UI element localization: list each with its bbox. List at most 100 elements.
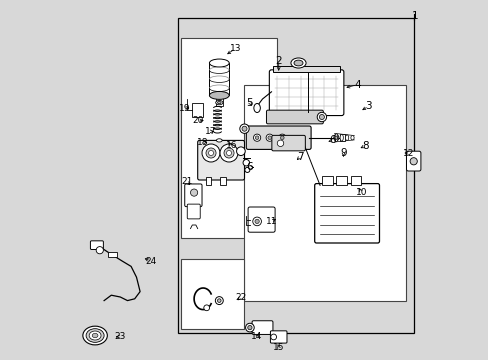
- Bar: [181, 259, 244, 329]
- Circle shape: [243, 159, 249, 166]
- Text: 6: 6: [246, 162, 253, 172]
- Text: 23: 23: [114, 332, 126, 341]
- Bar: [192, 103, 203, 117]
- Text: 7: 7: [296, 152, 303, 162]
- Circle shape: [247, 325, 251, 330]
- Text: 15: 15: [272, 343, 284, 352]
- Circle shape: [277, 140, 283, 147]
- Text: 6: 6: [329, 135, 335, 145]
- Ellipse shape: [215, 100, 223, 105]
- FancyBboxPatch shape: [271, 135, 305, 151]
- Text: 11: 11: [265, 217, 277, 226]
- FancyBboxPatch shape: [247, 207, 275, 232]
- Circle shape: [409, 158, 416, 165]
- Ellipse shape: [253, 104, 260, 112]
- Circle shape: [319, 114, 324, 120]
- Text: 9: 9: [340, 148, 346, 158]
- Text: 13: 13: [229, 44, 241, 53]
- FancyBboxPatch shape: [270, 331, 286, 343]
- Text: 22: 22: [235, 292, 246, 302]
- Text: 21: 21: [181, 177, 192, 186]
- Bar: [220, 177, 225, 185]
- Circle shape: [242, 126, 246, 131]
- Circle shape: [220, 144, 238, 162]
- Circle shape: [255, 136, 258, 140]
- Circle shape: [267, 136, 271, 140]
- Circle shape: [208, 150, 213, 156]
- FancyBboxPatch shape: [406, 151, 420, 171]
- Circle shape: [244, 167, 249, 172]
- Ellipse shape: [92, 333, 98, 338]
- Bar: [350, 176, 361, 185]
- FancyBboxPatch shape: [269, 70, 343, 116]
- Text: 8: 8: [361, 141, 367, 151]
- Circle shape: [254, 219, 259, 224]
- Bar: [321, 176, 332, 185]
- FancyBboxPatch shape: [90, 241, 103, 249]
- Circle shape: [205, 148, 216, 158]
- Text: 18: 18: [197, 138, 208, 147]
- Circle shape: [278, 134, 285, 141]
- Ellipse shape: [89, 331, 101, 340]
- Ellipse shape: [334, 136, 337, 139]
- FancyBboxPatch shape: [184, 184, 202, 207]
- Bar: [181, 38, 276, 238]
- Circle shape: [226, 150, 231, 156]
- FancyBboxPatch shape: [251, 321, 272, 334]
- Circle shape: [253, 134, 260, 141]
- Bar: [209, 63, 229, 95]
- Circle shape: [265, 134, 273, 141]
- Ellipse shape: [217, 102, 221, 104]
- Text: 17: 17: [204, 127, 216, 136]
- Circle shape: [217, 299, 221, 302]
- Circle shape: [236, 147, 244, 156]
- Ellipse shape: [345, 135, 348, 140]
- FancyBboxPatch shape: [266, 110, 323, 124]
- Text: 14: 14: [251, 332, 262, 341]
- Text: 5: 5: [246, 98, 253, 108]
- Ellipse shape: [209, 91, 229, 99]
- Ellipse shape: [293, 60, 303, 66]
- Circle shape: [270, 334, 276, 340]
- Circle shape: [96, 247, 103, 254]
- Text: 4: 4: [354, 80, 361, 90]
- Text: 3: 3: [365, 101, 371, 111]
- Circle shape: [224, 148, 234, 158]
- Bar: [178, 18, 413, 333]
- Bar: [273, 66, 339, 72]
- Circle shape: [202, 144, 220, 162]
- Ellipse shape: [333, 134, 338, 141]
- Ellipse shape: [290, 58, 305, 68]
- Bar: [107, 252, 117, 257]
- Circle shape: [317, 112, 326, 122]
- Text: 1: 1: [411, 11, 418, 21]
- Circle shape: [190, 189, 197, 196]
- Circle shape: [239, 124, 249, 134]
- Ellipse shape: [86, 329, 104, 342]
- Ellipse shape: [209, 59, 229, 67]
- FancyBboxPatch shape: [314, 184, 379, 243]
- FancyBboxPatch shape: [246, 126, 310, 149]
- Ellipse shape: [334, 134, 337, 142]
- Circle shape: [215, 297, 223, 305]
- Ellipse shape: [339, 134, 343, 141]
- FancyBboxPatch shape: [197, 140, 244, 180]
- Ellipse shape: [82, 326, 107, 345]
- Bar: [336, 176, 346, 185]
- Circle shape: [252, 217, 261, 226]
- Text: 20: 20: [192, 116, 203, 125]
- Text: 2: 2: [275, 56, 282, 66]
- Text: 10: 10: [355, 188, 366, 197]
- Bar: [339, 134, 345, 141]
- FancyBboxPatch shape: [187, 204, 200, 219]
- Bar: [215, 95, 223, 106]
- Circle shape: [280, 136, 284, 140]
- Bar: [205, 177, 211, 185]
- Ellipse shape: [350, 135, 353, 140]
- Ellipse shape: [216, 139, 222, 142]
- Text: 24: 24: [145, 256, 156, 265]
- Circle shape: [203, 305, 209, 311]
- Text: 19: 19: [179, 104, 190, 112]
- Circle shape: [245, 323, 254, 332]
- Bar: [244, 85, 406, 301]
